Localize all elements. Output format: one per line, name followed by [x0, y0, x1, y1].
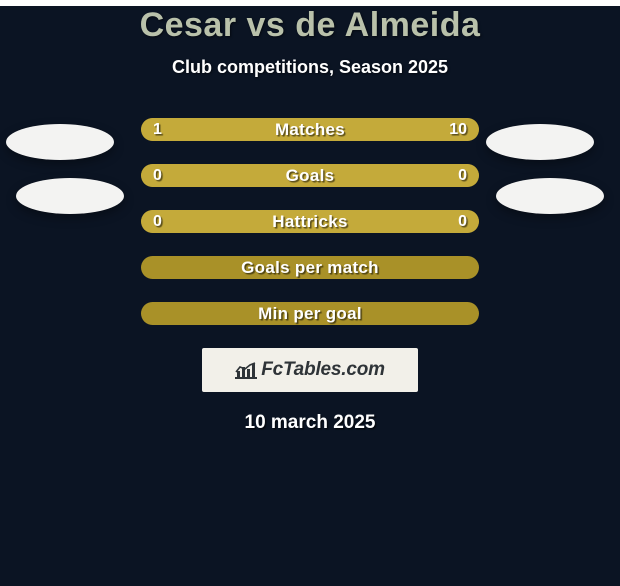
stat-row: Min per goal	[0, 302, 620, 325]
stat-bar: Goals per match	[141, 256, 479, 279]
stat-value-right: 10	[449, 118, 467, 141]
stat-label: Goals per match	[141, 256, 479, 279]
stat-label: Hattricks	[141, 210, 479, 233]
stat-value-left: 0	[153, 210, 162, 233]
stat-label: Matches	[141, 118, 479, 141]
brand-suffix: Tables.com	[283, 359, 385, 380]
subtitle: Club competitions, Season 2025	[0, 57, 620, 78]
stat-value-left: 0	[153, 164, 162, 187]
stat-row: Goals0 0	[0, 164, 620, 187]
stat-value-right: 0	[458, 164, 467, 187]
stat-row: Goals per match	[0, 256, 620, 279]
stat-bar: Matches1 10	[141, 118, 479, 141]
date-text: 10 march 2025	[0, 412, 620, 434]
stat-row: Matches1 10	[0, 118, 620, 141]
stat-label: Min per goal	[141, 302, 479, 325]
content-root: Cesar vs de Almeida Club competitions, S…	[0, 6, 620, 586]
brand-prefix: Fc	[261, 359, 283, 380]
stat-value-left: 1	[153, 118, 162, 141]
stat-bar: Goals0 0	[141, 164, 479, 187]
chart-icon	[235, 361, 257, 379]
stat-row: Hattricks0 0	[0, 210, 620, 233]
brand-badge-inner: FcTables.com	[235, 359, 385, 381]
stat-bar: Hattricks0 0	[141, 210, 479, 233]
stat-label: Goals	[141, 164, 479, 187]
stats-container: Matches110Goals00Hattricks00Goals per ma…	[0, 118, 620, 325]
stat-bar: Min per goal	[141, 302, 479, 325]
stat-value-right: 0	[458, 210, 467, 233]
brand-badge[interactable]: FcTables.com	[202, 348, 418, 392]
brand-text: FcTables.com	[261, 359, 385, 381]
page-title: Cesar vs de Almeida	[0, 6, 620, 45]
